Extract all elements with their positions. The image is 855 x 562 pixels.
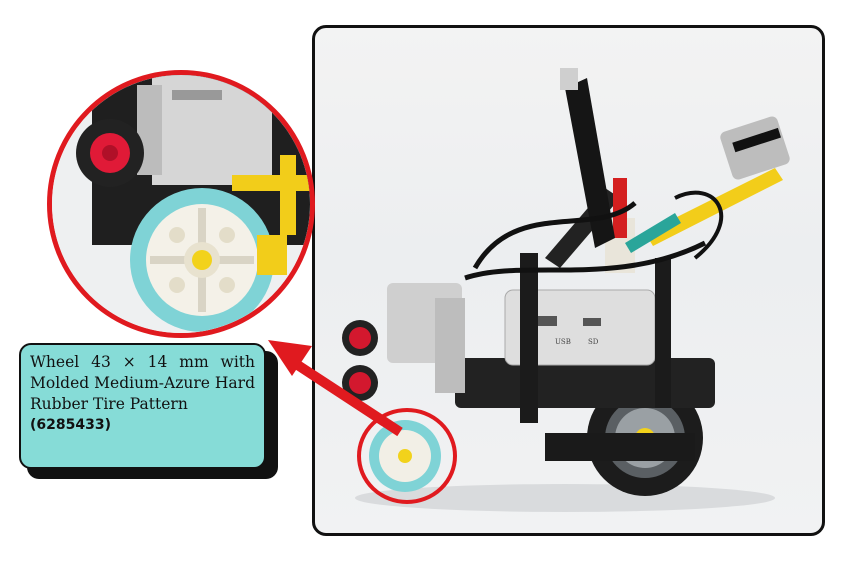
part-callout: Wheel 43 × 14 mm with Molded Medium-Azur…	[19, 343, 266, 469]
part-description: Wheel 43 × 14 mm with Molded Medium-Azur…	[30, 352, 255, 415]
arrow-shaft	[290, 360, 400, 432]
part-number: (6285433)	[30, 415, 255, 436]
